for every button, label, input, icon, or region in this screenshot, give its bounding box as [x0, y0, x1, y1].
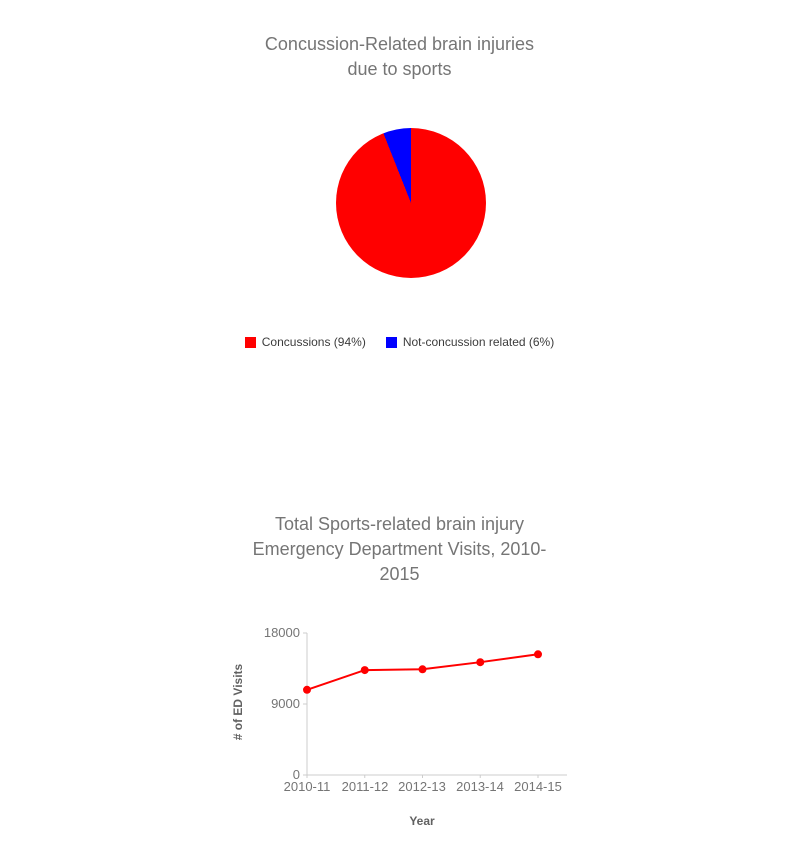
y-tick-label-0: 0 — [292, 767, 300, 782]
x-tick-label-2010-11: 2010-11 — [283, 779, 331, 794]
legend-item-not-concussion: Not-concussion related (6%) — [385, 335, 555, 349]
line-chart-plot — [303, 632, 567, 778]
pie-chart-legend: Concussions (94%) Not-concussion related… — [0, 335, 799, 349]
x-tick-label-2013-14: 2013-14 — [456, 779, 504, 794]
x-tick-label-2014-15: 2014-15 — [514, 779, 562, 794]
line-chart-title-line-3: 2015 — [379, 564, 420, 584]
pie-chart-title-line-2: due to sports — [347, 59, 452, 79]
x-tick-label-2012-13: 2012-13 — [398, 779, 446, 794]
pie-chart — [336, 128, 486, 278]
legend-swatch-red — [244, 336, 256, 348]
line-chart-title-line-1: Total Sports-related brain injury — [274, 514, 525, 534]
legend-label-concussions: Concussions (94%) — [261, 335, 366, 349]
pie-chart-title: Concussion-Related brain injuries due to… — [0, 32, 799, 82]
x-tick-label-2011-12: 2011-12 — [341, 779, 389, 794]
legend-item-concussions: Concussions (94%) — [244, 335, 366, 349]
line-chart-title: Total Sports-related brain injury Emerge… — [0, 512, 799, 587]
legend-swatch-blue — [385, 336, 397, 348]
y-axis-title: # of ED Visits — [231, 663, 245, 741]
x-axis-title: Year — [409, 814, 435, 828]
y-tick-label-18000: 18000 — [263, 625, 300, 640]
y-tick-label-9000: 9000 — [271, 696, 300, 711]
line-chart-title-line-2: Emergency Department Visits, 2010- — [252, 539, 547, 559]
pie-chart-title-line-1: Concussion-Related brain injuries — [264, 34, 535, 54]
legend-label-not-concussion: Not-concussion related (6%) — [402, 335, 555, 349]
